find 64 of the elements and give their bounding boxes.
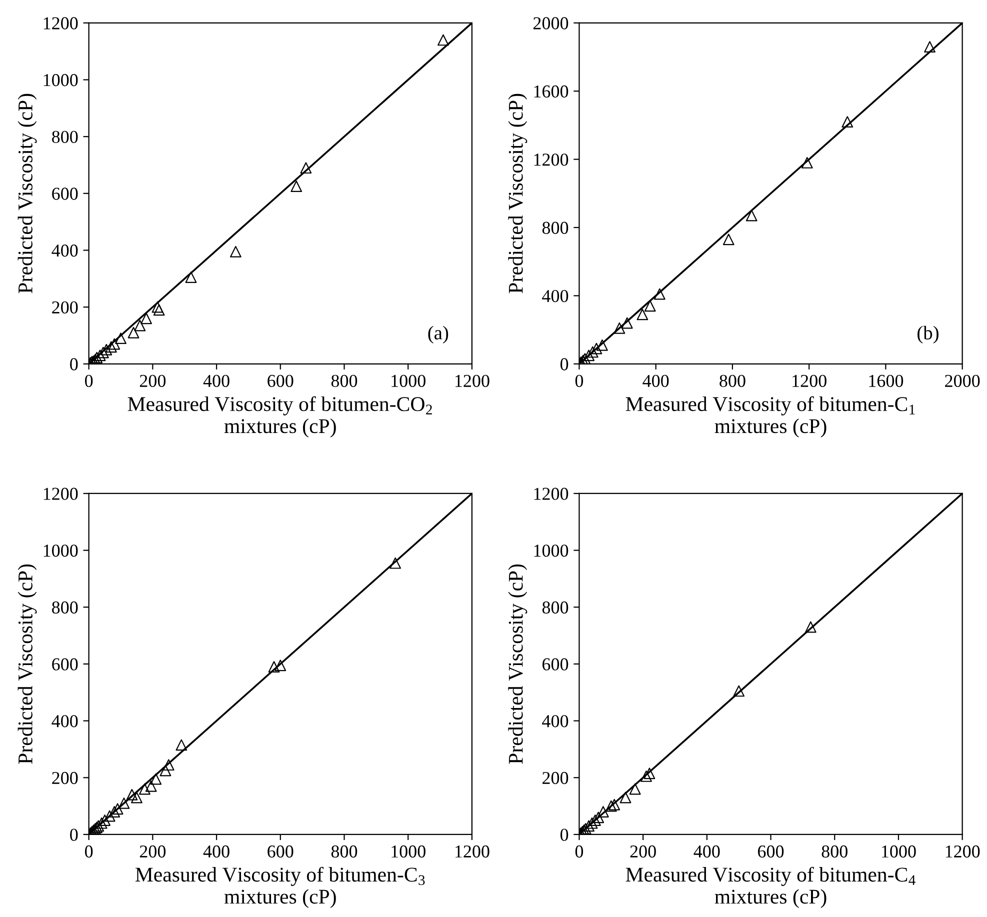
y-tick-label: 1600 <box>534 85 568 98</box>
x-tick-label: 800 <box>331 374 358 388</box>
y-tick-label: 400 <box>542 290 568 302</box>
y-tick-label: 1200 <box>44 488 78 500</box>
y-tick-label: 600 <box>52 658 78 670</box>
y-tick-label: 400 <box>52 244 78 257</box>
x-tick-label: 1200 <box>455 374 490 388</box>
x-tick-label: 1200 <box>792 374 826 388</box>
x-tick-label: 1200 <box>946 845 980 858</box>
x-tick-label: 400 <box>694 845 720 858</box>
y-tick-label: 1200 <box>534 154 568 166</box>
x-tick-label: 800 <box>822 845 848 858</box>
y-tick-label: 1000 <box>534 544 568 557</box>
x-tick-label: 0 <box>85 374 93 388</box>
y-tick-label: 1000 <box>44 74 78 86</box>
y-tick-label: 0 <box>560 358 568 370</box>
x-tick-label: 1000 <box>882 845 916 858</box>
x-tick-label: 0 <box>85 845 93 858</box>
y-tick-label: 1200 <box>534 488 568 500</box>
x-tick-label: 200 <box>140 374 166 388</box>
y-tick-label: 1200 <box>44 17 78 30</box>
y-tick-label: 0 <box>560 828 568 841</box>
y-axis-title: Predicted Viscosity (cP) <box>508 564 528 764</box>
y-axis-title: Predicted Viscosity (cP) <box>508 94 528 294</box>
x-tick-label: 1000 <box>392 845 426 858</box>
y-tick-label: 1000 <box>44 544 78 557</box>
x-tick-label: 600 <box>268 374 294 388</box>
y-tick-label: 800 <box>52 130 78 144</box>
x-tick-label: 1600 <box>869 374 904 388</box>
x-tick-label: 2000 <box>945 374 980 388</box>
x-tick-label: 0 <box>575 845 584 858</box>
x-tick-label: 600 <box>758 845 784 858</box>
y-tick-label: 200 <box>52 301 78 314</box>
x-tick-label: 1200 <box>455 845 490 858</box>
y-tick-label: 200 <box>542 772 568 784</box>
text: Measured Viscosity of bitumen-C$_{4}$ mixtures (cP) <box>626 866 916 908</box>
annotation: (b) <box>918 326 938 344</box>
y-tick-label: 600 <box>52 188 78 200</box>
x-tick-label: 800 <box>720 374 746 388</box>
x-tick-label: 0 <box>575 374 584 388</box>
y-tick-label: 800 <box>542 601 568 614</box>
x-tick-label: 600 <box>268 845 294 858</box>
x-tick-label: 400 <box>642 374 669 388</box>
y-tick-label: 800 <box>52 601 78 614</box>
x-tick-label: 200 <box>140 845 166 858</box>
y-tick-label: 0 <box>70 358 78 370</box>
y-tick-label: 600 <box>542 658 568 670</box>
x-tick-label: 1000 <box>392 374 426 388</box>
y-tick-label: 0 <box>70 828 78 841</box>
y-tick-label: 2000 <box>533 17 568 30</box>
x-tick-label: 400 <box>203 374 230 388</box>
annotation: (a) <box>428 326 448 344</box>
y-axis-title: Predicted Viscosity (cP) <box>18 564 37 764</box>
y-tick-label: 200 <box>52 772 78 784</box>
text: Measured Viscosity of bitumen-C$_{1}$ mixtures (cP) <box>626 396 915 438</box>
y-tick-label: 400 <box>52 715 78 728</box>
text: Measured Viscosity of bitumen-CO$_{2}$ mixtures (cP) <box>128 396 432 438</box>
y-tick-label: 400 <box>542 715 568 728</box>
x-tick-label: 200 <box>630 845 656 858</box>
y-axis-title: Predicted Viscosity (cP) <box>18 94 37 294</box>
x-tick-label: 400 <box>203 845 230 858</box>
y-tick-label: 800 <box>542 222 568 234</box>
x-tick-label: 800 <box>331 845 358 858</box>
text: Measured Viscosity of bitumen-C$_{3}$ mixtures (cP) <box>135 866 425 908</box>
